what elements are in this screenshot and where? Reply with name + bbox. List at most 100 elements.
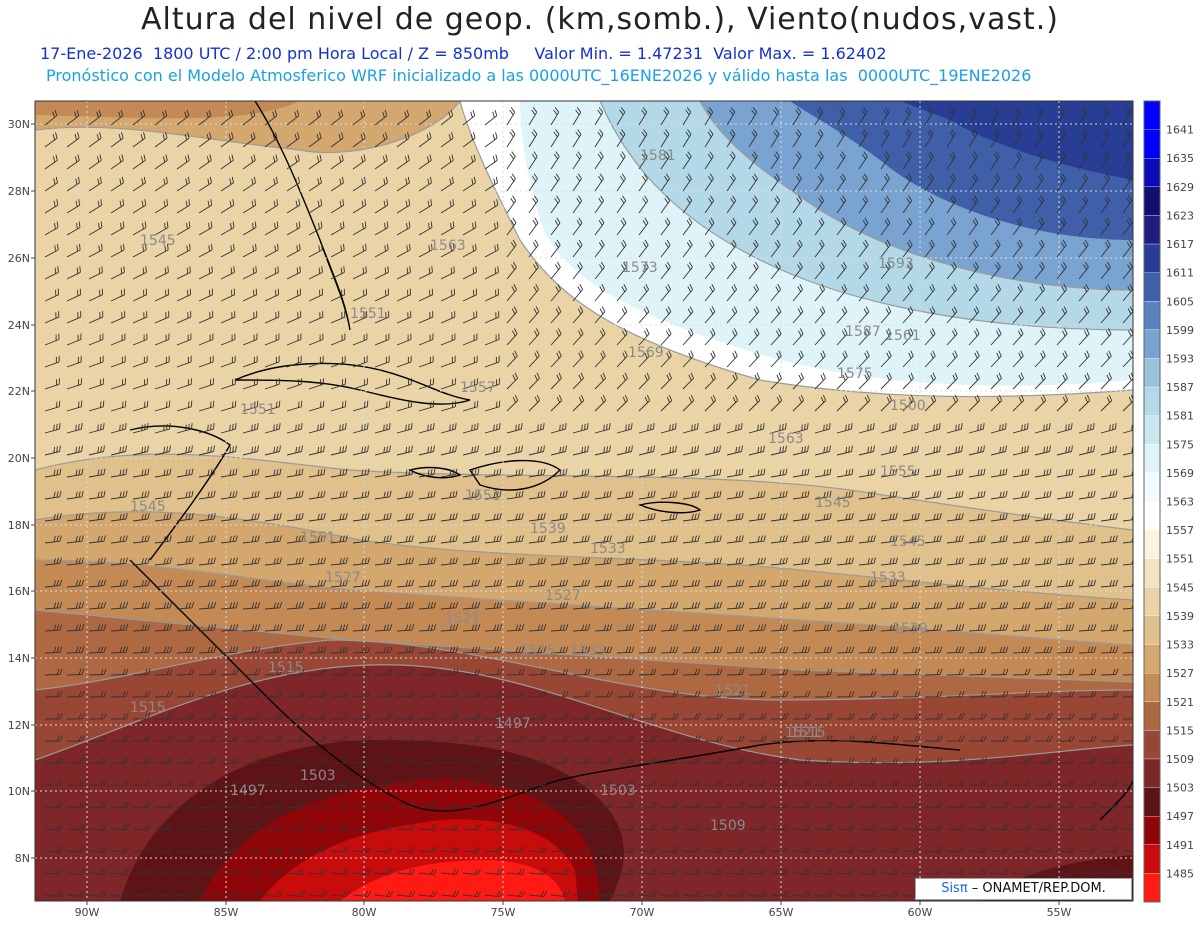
- wind-barb: [726, 394, 739, 412]
- wind-barb: [506, 129, 516, 148]
- wind-barb: [1100, 757, 1119, 764]
- wind-barb: [1056, 490, 1074, 500]
- wind-barb: [1034, 779, 1053, 787]
- wind-barb: [902, 445, 919, 456]
- wind-barb: [66, 690, 85, 698]
- wind-barb: [352, 802, 371, 809]
- wind-barb: [814, 261, 825, 280]
- wind-barb: [616, 512, 634, 522]
- wind-barb: [968, 601, 987, 610]
- wind-barb: [726, 129, 736, 148]
- wind-barb: [616, 846, 636, 853]
- wind-barb: [770, 468, 788, 478]
- wind-barb: [1100, 802, 1119, 809]
- wind-barb: [550, 713, 569, 720]
- wind-barb: [946, 668, 965, 676]
- wind-barb: [946, 306, 958, 324]
- wind-barb: [880, 350, 892, 368]
- wind-barb: [924, 624, 943, 632]
- wind-barb: [264, 579, 283, 588]
- wind-barb: [748, 690, 767, 698]
- colorbar-label: 1515: [1166, 724, 1194, 737]
- wind-barb: [924, 713, 943, 720]
- wind-barb: [682, 261, 693, 280]
- wind-barb: [528, 624, 547, 632]
- wind-barb: [1034, 394, 1047, 412]
- wind-barb: [286, 802, 305, 809]
- wind-barb: [550, 423, 567, 434]
- wind-barb: [968, 129, 978, 148]
- wind-barb: [968, 735, 987, 742]
- wind-barb: [242, 668, 261, 676]
- wind-barb: [924, 757, 943, 764]
- wind-barb: [418, 132, 432, 148]
- wind-barb: [462, 646, 481, 654]
- colorbar-label: 1605: [1166, 295, 1194, 308]
- wind-barb: [374, 132, 388, 148]
- wind-barb: [1034, 195, 1045, 214]
- wind-barb: [352, 490, 370, 500]
- wind-barb: [506, 735, 525, 742]
- wind-barb: [814, 802, 833, 809]
- wind-barb: [154, 802, 173, 809]
- wind-barb: [1012, 757, 1031, 764]
- wind-barb: [132, 176, 146, 192]
- wind-barb: [352, 109, 366, 126]
- wind-barb: [770, 846, 790, 853]
- colorbar-cell: [1143, 816, 1161, 845]
- wind-barb: [594, 328, 606, 346]
- colorbar-label: 1635: [1166, 152, 1194, 165]
- wind-barb: [330, 400, 347, 412]
- wind-barb: [660, 713, 679, 720]
- wind-barb: [748, 328, 760, 346]
- wind-barb: [330, 490, 348, 500]
- wind-barb: [770, 802, 789, 809]
- geopotential-shading: [35, 101, 1133, 901]
- lat-label: 22N: [8, 385, 30, 398]
- wind-barb: [440, 668, 459, 676]
- wind-barb: [880, 624, 899, 632]
- wind-barb: [44, 802, 63, 809]
- wind-barb: [440, 355, 456, 368]
- wind-barb: [1056, 779, 1075, 787]
- wind-barb: [902, 757, 921, 764]
- wind-barb: [286, 109, 300, 126]
- wind-barb: [286, 400, 303, 412]
- lon-label: 60W: [908, 906, 933, 919]
- wind-barb: [770, 579, 789, 588]
- wind-barb: [528, 468, 546, 478]
- wind-barb: [154, 176, 168, 192]
- wind-barb: [330, 802, 349, 809]
- wind-barb: [1100, 624, 1119, 632]
- wind-barb: [88, 199, 103, 214]
- wind-barb: [814, 217, 825, 236]
- wind-barb: [462, 735, 481, 742]
- wind-barb: [990, 195, 1001, 214]
- wind-barb: [704, 557, 722, 566]
- wind-barb: [1078, 579, 1097, 588]
- wind-barb: [968, 868, 988, 875]
- wind-barb: [330, 601, 349, 610]
- wind-barb: [880, 372, 892, 390]
- wind-barb: [1056, 557, 1074, 566]
- wind-barb: [550, 802, 569, 809]
- wind-barb: [374, 557, 392, 566]
- wind-barb: [660, 802, 679, 809]
- wind-barb: [1056, 868, 1076, 875]
- wind-barb: [924, 846, 944, 853]
- wind-barb: [110, 445, 127, 456]
- wind-barb: [594, 306, 606, 324]
- wind-barb: [264, 378, 280, 390]
- contour-label: 1500: [890, 398, 926, 414]
- wind-barb: [946, 283, 957, 302]
- wind-barb: [330, 288, 346, 302]
- wind-barb: [176, 288, 192, 302]
- wind-barb: [1012, 195, 1023, 214]
- wind-barb: [1122, 718, 1133, 720]
- wind-barb: [968, 802, 987, 809]
- wind-barb: [242, 779, 261, 787]
- wind-barb: [418, 624, 437, 632]
- wind-barb: [220, 132, 234, 148]
- wind-barb: [770, 239, 781, 258]
- wind-barb: [132, 445, 149, 456]
